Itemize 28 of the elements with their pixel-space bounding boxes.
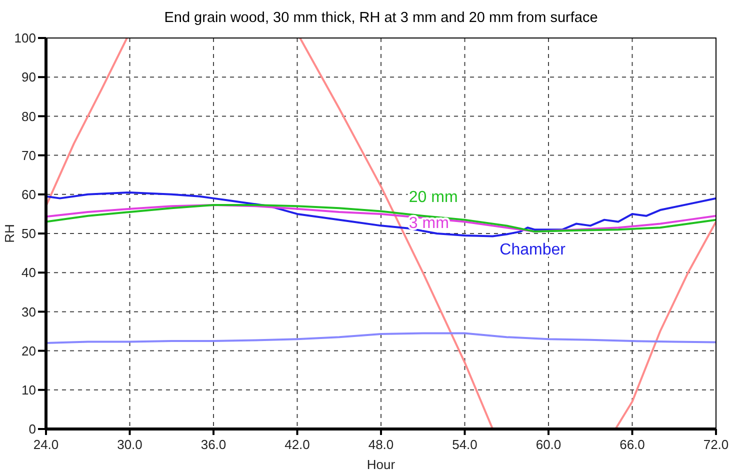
x-tick-label: 24.0 xyxy=(33,437,59,452)
x-axis-title: Hour xyxy=(366,457,396,472)
x-tick-label: 42.0 xyxy=(284,437,310,452)
y-tick-label: 40 xyxy=(22,265,36,280)
y-tick-label: 60 xyxy=(22,186,36,202)
line-series xyxy=(46,332,716,344)
x-tick-label: 54.0 xyxy=(452,437,478,452)
line-series xyxy=(46,204,716,233)
y-tick-label: 100 xyxy=(14,30,36,46)
x-tick-label: 66.0 xyxy=(620,437,645,452)
series-label: 20 mm xyxy=(408,188,458,206)
y-tick-label: 50 xyxy=(22,226,36,242)
line-series xyxy=(46,191,716,238)
y-axis-title: RH xyxy=(2,224,17,243)
series-label: Chamber xyxy=(500,241,566,258)
y-tick-label: 10 xyxy=(22,382,36,398)
y-tick-label: 20 xyxy=(22,343,36,358)
y-tick-label: 80 xyxy=(22,108,36,124)
x-tick-label: 60.0 xyxy=(536,437,562,452)
x-tick-label: 48.0 xyxy=(368,437,394,452)
x-tick-label: 30.0 xyxy=(117,437,142,452)
chart-title: End grain wood, 30 mm thick, RH at 3 mm and 20 mm from surface xyxy=(164,10,598,26)
y-tick-label: 70 xyxy=(22,148,36,163)
x-tick-label: 72.0 xyxy=(703,437,729,452)
y-tick-label: 90 xyxy=(22,70,36,85)
x-tick-label: 36.0 xyxy=(200,437,226,452)
y-tick-label: 30 xyxy=(22,304,36,320)
y-tick-label: 0 xyxy=(28,422,36,437)
